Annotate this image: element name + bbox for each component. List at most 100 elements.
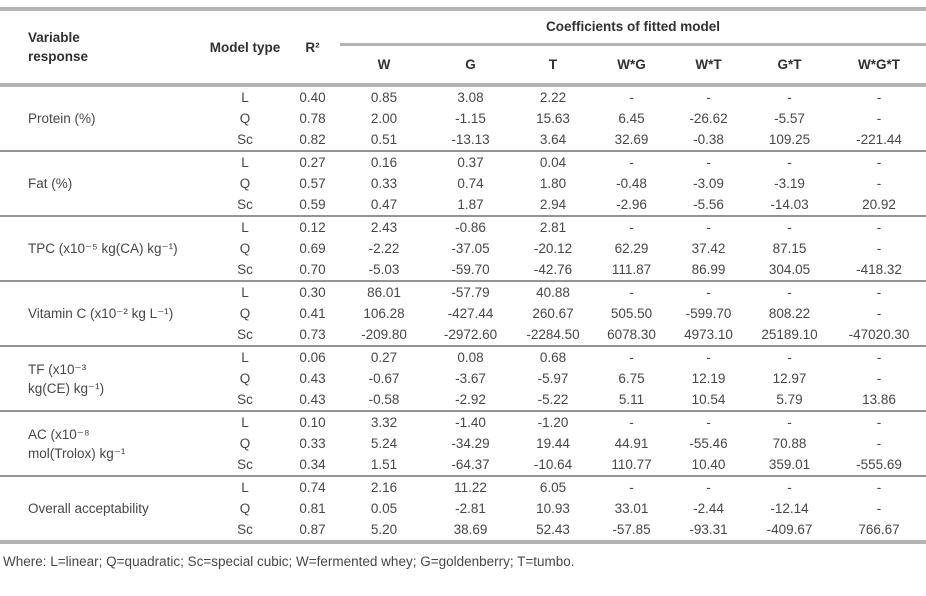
r2-value-cell: 0.40	[299, 90, 326, 105]
coefficient-cell: -64.37	[451, 457, 490, 472]
coefficient-cell: -	[706, 415, 711, 430]
coefficient-cell: 10.40	[691, 457, 726, 472]
coefficient-cell: 20.92	[862, 197, 896, 212]
model-type-cell: L	[241, 350, 249, 365]
coefficient-cell: 6.75	[618, 371, 645, 386]
coefficient-cell: 13.86	[862, 392, 896, 407]
coefficient-cell: -209.80	[361, 327, 407, 342]
coefficient-cell: -20.12	[533, 241, 573, 256]
variable-response-label: TPC (x10⁻⁵ kg(CA) kg⁻¹)	[0, 216, 205, 281]
coefficient-cell: 86.99	[691, 262, 726, 277]
coefficient-cell: -	[787, 220, 792, 235]
coefficient-cell: -	[787, 415, 792, 430]
r2-value-cell: 0.70	[299, 262, 326, 277]
model-type-cell: Sc	[237, 457, 253, 472]
coefficient-cell: -599.70	[685, 306, 732, 321]
coefficient-cell: 5.20	[370, 522, 398, 537]
table-row: Sc 0.34 1.51 -64.37 -10.64 110.77 10.40 359.01 -…	[0, 454, 926, 476]
table-row: Q 0.43 -0.67 -3.67 -5.97 6.75 12.19 12.97 -	[0, 368, 926, 389]
coefficient-cell: -10.64	[533, 457, 573, 472]
coefficient-cell: -2284.50	[526, 327, 580, 342]
model-type-cell: L	[241, 415, 249, 430]
coefficient-cell: -418.32	[856, 262, 902, 277]
coefficient-cell: 0.27	[370, 350, 398, 365]
variable-response-line: Overall acceptability	[28, 501, 149, 516]
coefficient-cell: 10.54	[691, 392, 726, 407]
coefficient-cell: 3.64	[539, 132, 567, 147]
r2-value-cell: 0.10	[299, 415, 326, 430]
coefficient-cell: 2.43	[370, 220, 398, 235]
coefficient-cell: -	[787, 350, 792, 365]
coefficient-cell: 5.79	[776, 392, 803, 407]
coefficient-cell: -5.56	[693, 197, 724, 212]
coefficient-cell: -3.19	[774, 176, 805, 191]
table-footnote: Where: L=linear; Q=quadratic; Sc=special…	[3, 554, 575, 569]
coefficient-cell: -34.29	[451, 436, 490, 451]
coefficient-cell: 0.04	[539, 155, 567, 170]
table-row: Protein (%) L 0.40 0.85 3.08 2.22 - - - -	[0, 85, 926, 126]
coefficient-cell: -221.44	[856, 132, 902, 147]
coefficient-cell: -37.05	[451, 241, 490, 256]
coefficient-cell: -5.03	[368, 262, 400, 277]
table-row: Q 0.78 2.00 -1.15 15.63 6.45 -26.62 -5.57 -	[0, 108, 926, 129]
coefficient-cell: -1.15	[455, 111, 486, 126]
coefficient-cell: 1.87	[457, 197, 484, 212]
variable-response-label: Fat (%)	[0, 151, 205, 216]
coefficient-cell: -0.86	[455, 220, 486, 235]
variable-response-header-line2: response	[28, 49, 89, 64]
variable-response-header: Variable response	[0, 9, 205, 87]
coefficient-cell: -	[787, 90, 792, 105]
r2-header: R²	[285, 9, 340, 87]
variable-response-label: Vitamin C (x10⁻² kg L⁻¹)	[0, 281, 205, 346]
coefficient-cell: -0.38	[693, 132, 724, 147]
model-type-cell: Q	[239, 111, 251, 126]
coefficient-cell: 0.37	[457, 155, 484, 170]
coefficient-cell: 0.05	[370, 501, 398, 516]
r2-value-cell: 0.74	[299, 480, 326, 495]
r2-value-cell: 0.73	[299, 327, 326, 342]
table-group: TPC (x10⁻⁵ kg(CA) kg⁻¹) L 0.12 2.43 -0.86 2.8…	[0, 216, 926, 281]
model-type-cell: Sc	[237, 392, 253, 407]
coefficient-cell: -0.48	[616, 176, 647, 191]
model-type-cell: L	[241, 155, 249, 170]
table-row: Sc 0.43 -0.58 -2.92 -5.22 5.11 10.54 5.79 13.86	[0, 389, 926, 411]
coefficient-cell: 5.11	[618, 392, 645, 407]
coefficient-cell: -	[876, 241, 882, 256]
table-row: Sc 0.73 -209.80 -2972.60 -2284.50 6078.30 4973…	[0, 324, 926, 346]
column-header-wt: W*T	[670, 44, 747, 87]
coefficient-cell: -2.44	[693, 501, 724, 516]
coefficient-cell: -	[876, 306, 882, 321]
coefficient-cell: -1.20	[537, 415, 569, 430]
coefficient-cell: -	[876, 501, 882, 516]
coefficient-cell: 52.43	[536, 522, 570, 537]
coefficient-cell: 32.69	[614, 132, 649, 147]
table-group: Vitamin C (x10⁻² kg L⁻¹) L 0.30 86.01 -57.79…	[0, 281, 926, 346]
table-group: TF (x10⁻³ kg(CE) kg⁻¹) L 0.06 0.27 0.08 0.68 - -…	[0, 346, 926, 411]
variable-response-line: Vitamin C (x10⁻² kg L⁻¹)	[28, 306, 174, 321]
coefficient-cell: -5.97	[537, 371, 569, 386]
coefficient-cell: -555.69	[856, 457, 902, 472]
coefficient-cell: -	[629, 220, 634, 235]
coefficient-cell: -3.67	[455, 371, 486, 386]
coefficient-cell: 2.16	[370, 480, 398, 495]
model-type-cell: Sc	[237, 522, 253, 537]
coefficient-cell: 304.05	[768, 262, 811, 277]
model-type-cell: Sc	[237, 132, 253, 147]
coefficient-cell: 2.81	[539, 220, 567, 235]
table-group: Fat (%) L 0.27 0.16 0.37 0.04 - - - - Q 0.57 0.33 0.7…	[0, 151, 926, 216]
table-row: Overall acceptability L 0.74 2.16 11.22 6.05 -…	[0, 476, 926, 516]
coefficient-cell: 260.67	[532, 306, 574, 321]
coefficient-cell: -	[876, 155, 882, 170]
coefficient-cell: -2972.60	[443, 327, 498, 342]
table-row: TF (x10⁻³ kg(CE) kg⁻¹) L 0.06 0.27 0.08 0.68 - -…	[0, 346, 926, 396]
column-header-wg: W*G	[593, 44, 670, 87]
header-row-top: Variable response Model type R² Coeffici…	[0, 9, 926, 87]
coefficient-cell: 19.44	[536, 436, 570, 451]
coefficients-title-header: Coefficients of fitted model	[340, 9, 926, 46]
r2-value-cell: 0.06	[299, 350, 326, 365]
coefficient-cell: 11.22	[454, 480, 487, 495]
coefficient-cell: -	[629, 480, 634, 495]
table-row: Fat (%) L 0.27 0.16 0.37 0.04 - - - -	[0, 151, 926, 191]
coefficient-cell: -3.09	[693, 176, 724, 191]
r2-value-cell: 0.59	[299, 197, 326, 212]
